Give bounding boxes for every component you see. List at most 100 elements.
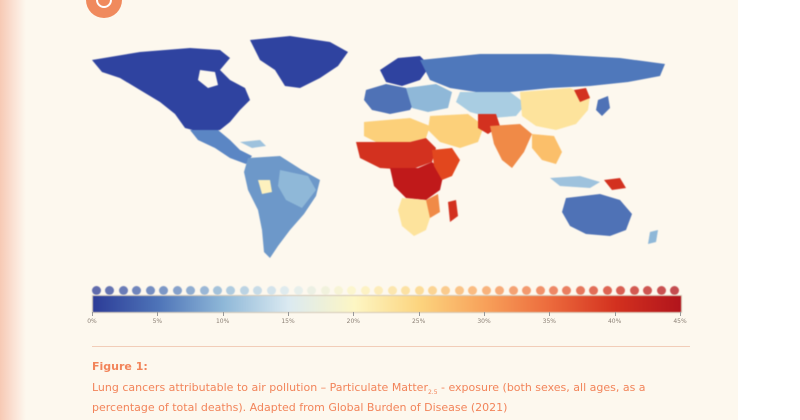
legend-tick-row: 0% 5% 10% 15% 20% 25% 30% 35% 40% 45% [87,312,687,330]
legend-tick-mark [92,312,93,316]
legend-dot-row [92,284,680,296]
legend-dot [522,286,532,295]
caption-subscript: 2.5 [427,389,438,397]
legend-dot [293,286,303,295]
legend-dot [307,286,317,295]
region-bolivia [258,180,272,194]
legend-dot [145,286,155,295]
legend-tick-label: 25% [411,318,426,325]
legend-dot [387,286,397,295]
legend-dot [575,286,585,295]
legend-dot [401,286,411,295]
legend-dot [239,286,249,295]
region-south-asia [490,124,532,168]
world-choropleth-map [92,36,665,258]
legend-dot [656,286,666,295]
legend-dot [92,286,101,295]
legend-dot [589,286,599,295]
legend-dot [280,286,290,295]
legend-dot [643,286,653,295]
legend-tick-mark [418,312,420,316]
legend-dot [226,286,236,295]
legend-dot [441,286,451,295]
legend-tick-mark [288,312,289,316]
legend-tick-label: 20% [346,318,360,325]
legend-dot [562,286,572,295]
legend-dot [105,286,115,295]
legend-tick-label: 15% [281,318,295,325]
legend-dot [360,286,370,295]
left-edge-gradient [0,0,26,420]
legend-dot [186,286,196,295]
legend-dot [212,286,222,295]
legend-dot [118,286,128,295]
region-southern-africa [398,198,432,236]
region-eastern-europe [406,84,452,112]
caption-divider [92,346,690,347]
legend-dot [602,286,612,295]
legend-dot [414,286,424,295]
legend-dot [266,286,276,295]
region-japan [596,96,610,116]
legend-tick-label: 10% [215,318,230,325]
legend-dot [616,286,626,295]
legend-dot [320,286,330,295]
caption-text-start: Lung cancers attributable to air polluti… [92,381,428,394]
figure-caption: Lung cancers attributable to air polluti… [92,380,692,415]
legend-dot [495,286,505,295]
region-middle-east [428,114,484,148]
legend-tick-label: 30% [477,318,491,325]
legend-tick-mark [484,312,485,316]
region-papua-new-guinea [604,178,626,190]
legend-tick-label: 45% [673,318,687,325]
legend-dot [629,286,639,295]
legend-tick-mark [353,312,355,316]
region-australia [562,194,632,236]
legend-dot [670,286,679,295]
legend-tick-mark [222,312,224,316]
legend-dot [199,286,209,295]
legend-tick-label: 0% [87,318,97,325]
region-south-america-east [278,170,316,208]
legend-dot [468,286,478,295]
region-central-asia [456,92,526,118]
region-western-europe [364,84,416,114]
region-china [520,88,590,130]
legend-dot [159,286,169,295]
region-central-america [190,130,252,164]
legend-tick-mark [680,312,681,316]
legend-dot [374,286,384,295]
region-new-zealand [648,230,658,244]
region-sahel [356,138,436,170]
legend-tick-mark [549,312,551,316]
caption-text-end: - exposure (both sexes, all ages, as a p… [92,381,646,415]
logo-badge-icon [86,0,122,18]
region-madagascar [448,200,458,222]
legend-dot [333,286,343,295]
region-mozambique [426,194,440,218]
legend-tick-label: 35% [542,318,556,325]
legend-dot [508,286,518,295]
region-greenland [250,36,348,88]
legend-dot [549,286,559,295]
legend-dot [481,286,491,295]
region-east-africa [432,148,460,180]
region-caribbean [240,140,266,148]
region-central-africa [390,162,444,200]
legend-tick-label: 5% [152,318,163,325]
region-russia [420,54,665,92]
legend-dot [253,286,263,295]
legend-dot [428,286,438,295]
legend-dot [347,286,357,295]
region-indonesia [550,176,600,188]
legend-tick-label: 40% [607,318,622,325]
region-north-africa [364,118,430,144]
region-southeast-asia [532,134,562,164]
region-korea [574,88,590,102]
region-scandinavia [380,56,430,86]
legend-tick-mark [157,312,159,316]
legend-dot [172,286,182,295]
legend-dot [132,286,142,295]
legend-dot [454,286,464,295]
